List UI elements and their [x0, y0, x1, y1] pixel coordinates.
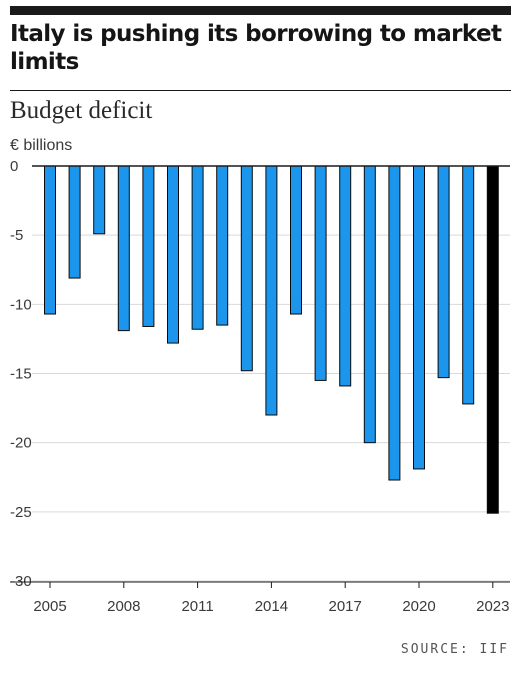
bar: [363, 165, 376, 444]
x-tick-label: 2017: [329, 598, 362, 615]
x-tick-label: 2008: [107, 598, 140, 615]
subtitle-rule: [10, 90, 511, 91]
y-tick-label: -10: [10, 296, 32, 313]
bar: [339, 165, 352, 387]
y-tick-label: 0: [10, 158, 18, 175]
bar: [265, 165, 278, 416]
x-tick-label: 2014: [255, 598, 288, 615]
bar: [142, 165, 155, 327]
source-note: SOURCE: IIF: [400, 642, 509, 657]
bar: [240, 165, 253, 372]
y-tick-label: -20: [10, 435, 32, 452]
bar: [290, 165, 302, 315]
y-tick-label: -15: [10, 366, 32, 383]
bar-highlight: [486, 165, 499, 514]
bar: [413, 165, 425, 470]
top-rule: [10, 6, 511, 15]
x-tick-label: 2005: [33, 598, 66, 615]
chart-title: Budget deficit: [10, 97, 153, 124]
y-axis-unit: € billions: [10, 137, 73, 154]
bar: [314, 165, 327, 381]
x-tick-label: 2011: [181, 598, 213, 615]
bar: [462, 165, 475, 405]
bar: [44, 165, 56, 315]
bar: [216, 165, 229, 326]
y-tick-label: -25: [10, 504, 32, 521]
bar: [437, 165, 450, 379]
y-tick-label: -5: [10, 227, 23, 244]
bar: [167, 165, 179, 344]
headline: Italy is pushing its borrowing to market…: [10, 21, 502, 75]
bar: [388, 165, 401, 481]
bar: [191, 165, 204, 330]
bar: [93, 165, 106, 235]
bar: [68, 165, 81, 279]
bar: [117, 165, 130, 332]
x-tick-label: 2020: [402, 598, 435, 615]
x-tick-label: 2023: [476, 598, 509, 615]
